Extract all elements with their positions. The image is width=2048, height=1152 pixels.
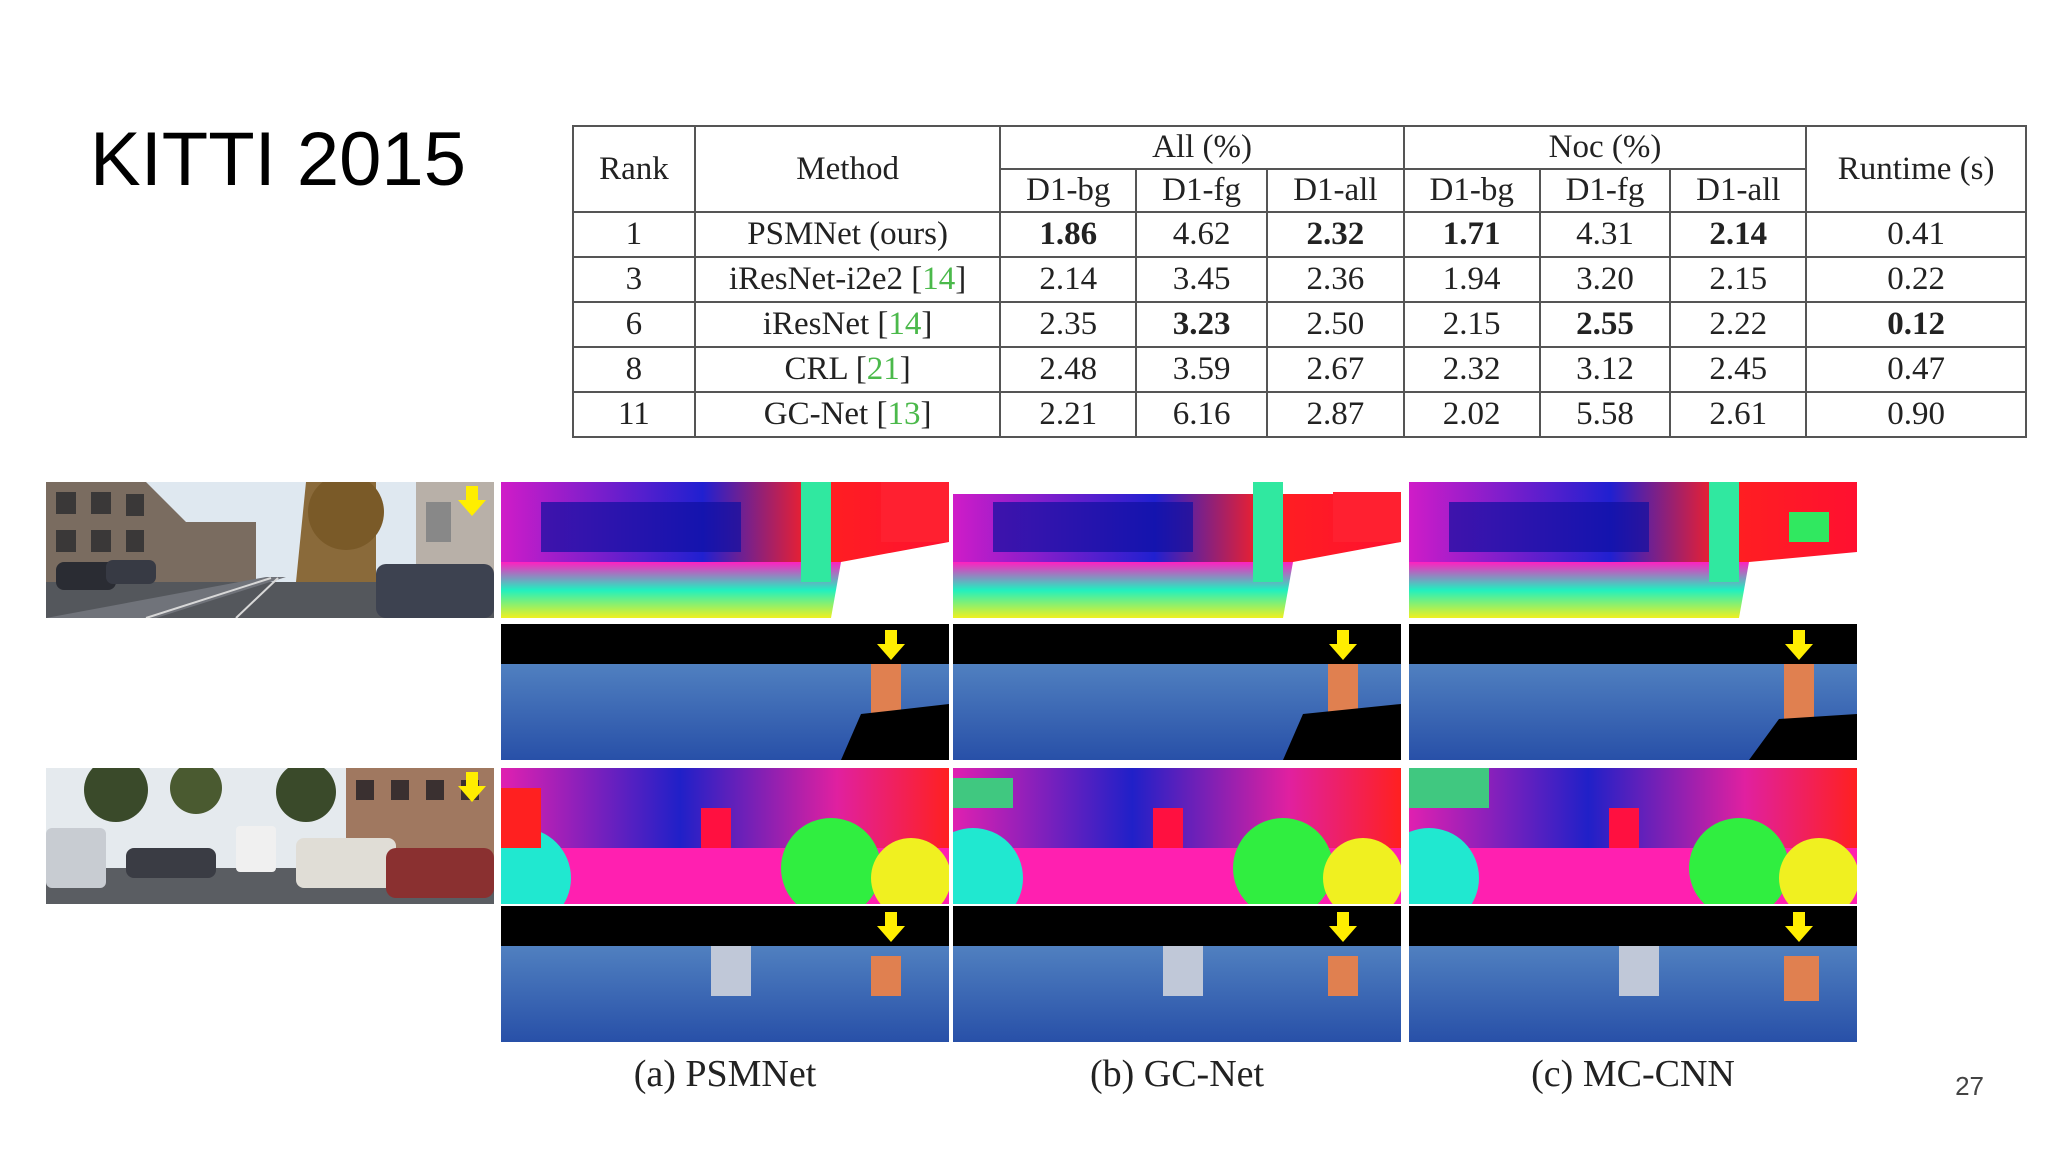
cell-all-bg: 2.48 bbox=[999, 346, 1138, 393]
bracket-close: ] bbox=[899, 351, 911, 387]
cell-all-fg: 3.45 bbox=[1135, 256, 1268, 303]
cell-noc-bg: 1.71 bbox=[1402, 211, 1541, 258]
cell-all-all: 2.87 bbox=[1265, 391, 1405, 438]
method-name: iResNet [ bbox=[762, 306, 889, 342]
method-name: GC-Net [ bbox=[763, 396, 888, 432]
cell-method: GC-Net [13] bbox=[693, 391, 1002, 438]
cell-rank: 11 bbox=[572, 391, 696, 438]
page-number: 27 bbox=[1955, 1071, 1984, 1101]
cell-runtime: 0.12 bbox=[1805, 301, 2027, 348]
header-noc: Noc (%) bbox=[1402, 125, 1808, 170]
cell-all-all: 2.32 bbox=[1265, 211, 1405, 258]
cell-all-bg: 2.35 bbox=[999, 301, 1138, 348]
error-map-psmnet-scene-2 bbox=[501, 906, 949, 1042]
cell-method: PSMNet (ours) bbox=[693, 211, 1002, 258]
caption-gcnet: (b) GC-Net bbox=[1089, 1053, 1265, 1095]
header-all-d1-bg: D1-bg bbox=[999, 168, 1138, 213]
cell-noc-bg: 2.32 bbox=[1402, 346, 1541, 393]
cell-all-all: 2.36 bbox=[1265, 256, 1405, 303]
error-map-gcnet-scene-1 bbox=[953, 624, 1401, 760]
cell-all-fg: 3.23 bbox=[1135, 301, 1268, 348]
disparity-map-gcnet-scene-2 bbox=[953, 768, 1401, 904]
disparity-map-psmnet-scene-1 bbox=[501, 482, 949, 618]
method-name: iResNet-i2e2 [ bbox=[728, 261, 923, 297]
table-row: 11 GC-Net [13] 2.21 6.16 2.87 2.02 5.58 … bbox=[572, 391, 2027, 438]
table-row: 1 PSMNet (ours) 1.86 4.62 2.32 1.71 4.31… bbox=[572, 211, 2027, 258]
cell-noc-fg: 2.55 bbox=[1538, 301, 1672, 348]
cell-rank: 8 bbox=[572, 346, 696, 393]
cell-noc-fg: 5.58 bbox=[1538, 391, 1672, 438]
cell-noc-all: 2.14 bbox=[1669, 211, 1808, 258]
header-all: All (%) bbox=[999, 125, 1405, 170]
disparity-map-psmnet-scene-2 bbox=[501, 768, 949, 904]
header-noc-d1-bg: D1-bg bbox=[1402, 168, 1541, 213]
disparity-map-gcnet-scene-1 bbox=[953, 482, 1401, 618]
caption-psmnet: (a) PSMNet bbox=[633, 1053, 817, 1095]
cell-noc-fg: 4.31 bbox=[1538, 211, 1672, 258]
street-photo-scene-1 bbox=[46, 482, 494, 618]
cell-all-all: 2.67 bbox=[1265, 346, 1405, 393]
disparity-map-mccnn-scene-2 bbox=[1409, 768, 1857, 904]
cell-noc-fg: 3.12 bbox=[1538, 346, 1672, 393]
cell-noc-bg: 2.02 bbox=[1402, 391, 1541, 438]
citation-link[interactable]: 21 bbox=[866, 351, 900, 387]
error-map-psmnet-scene-1 bbox=[501, 624, 949, 760]
bracket-close: ] bbox=[920, 396, 932, 432]
cell-noc-bg: 2.15 bbox=[1402, 301, 1541, 348]
cell-method: CRL [21] bbox=[693, 346, 1002, 393]
cell-runtime: 0.90 bbox=[1805, 391, 2027, 438]
cell-method: iResNet [14] bbox=[693, 301, 1002, 348]
cell-all-all: 2.50 bbox=[1265, 301, 1405, 348]
cell-runtime: 0.22 bbox=[1805, 256, 2027, 303]
header-all-d1-fg: D1-fg bbox=[1135, 168, 1268, 213]
cell-runtime: 0.41 bbox=[1805, 211, 2027, 258]
citation-link[interactable]: 14 bbox=[922, 261, 956, 297]
header-row-sub: D1-bg D1-fg D1-all D1-bg D1-fg D1-all bbox=[573, 168, 2026, 213]
slide-title: KITTI 2015 bbox=[90, 117, 466, 202]
cell-method: iResNet-i2e2 [14] bbox=[693, 256, 1002, 303]
method-name: CRL [ bbox=[784, 351, 867, 387]
cell-noc-bg: 1.94 bbox=[1402, 256, 1541, 303]
method-name: PSMNet (ours) bbox=[747, 216, 948, 252]
table-row: 3 iResNet-i2e2 [14] 2.14 3.45 2.36 1.94 … bbox=[572, 256, 2027, 303]
cell-all-bg: 2.21 bbox=[999, 391, 1138, 438]
header-rank: Rank bbox=[572, 125, 696, 213]
error-map-mccnn-scene-2 bbox=[1409, 906, 1857, 1042]
caption-mccnn: (c) MC-CNN bbox=[1531, 1053, 1735, 1095]
cell-all-fg: 3.59 bbox=[1135, 346, 1268, 393]
results-table: Rank Method All (%) Noc (%) Runtime (s) … bbox=[572, 125, 2027, 438]
cell-all-bg: 2.14 bbox=[999, 256, 1138, 303]
bracket-close: ] bbox=[955, 261, 967, 297]
citation-link[interactable]: 13 bbox=[887, 396, 921, 432]
cell-noc-all: 2.61 bbox=[1669, 391, 1808, 438]
header-noc-d1-fg: D1-fg bbox=[1538, 168, 1672, 213]
header-runtime: Runtime (s) bbox=[1805, 125, 2027, 213]
header-noc-d1-all: D1-all bbox=[1669, 168, 1808, 213]
header-method: Method bbox=[693, 125, 1002, 213]
error-map-mccnn-scene-1 bbox=[1409, 624, 1857, 760]
table-row: 8 CRL [21] 2.48 3.59 2.67 2.32 3.12 2.45… bbox=[572, 346, 2027, 393]
cell-all-fg: 6.16 bbox=[1135, 391, 1268, 438]
cell-noc-fg: 3.20 bbox=[1538, 256, 1672, 303]
bracket-close: ] bbox=[921, 306, 933, 342]
cell-all-bg: 1.86 bbox=[999, 211, 1138, 258]
cell-rank: 3 bbox=[572, 256, 696, 303]
cell-noc-all: 2.22 bbox=[1669, 301, 1808, 348]
cell-noc-all: 2.45 bbox=[1669, 346, 1808, 393]
citation-link[interactable]: 14 bbox=[888, 306, 922, 342]
street-photo-scene-2 bbox=[46, 768, 494, 904]
cell-noc-all: 2.15 bbox=[1669, 256, 1808, 303]
cell-all-fg: 4.62 bbox=[1135, 211, 1268, 258]
cell-rank: 1 bbox=[572, 211, 696, 258]
header-row-top: Rank Method All (%) Noc (%) Runtime (s) bbox=[572, 125, 2027, 213]
header-all-d1-all: D1-all bbox=[1265, 168, 1405, 213]
error-map-gcnet-scene-2 bbox=[953, 906, 1401, 1042]
cell-rank: 6 bbox=[572, 301, 696, 348]
cell-runtime: 0.47 bbox=[1805, 346, 2027, 393]
disparity-map-mccnn-scene-1 bbox=[1409, 482, 1857, 618]
table-row: 6 iResNet [14] 2.35 3.23 2.50 2.15 2.55 … bbox=[572, 301, 2027, 348]
